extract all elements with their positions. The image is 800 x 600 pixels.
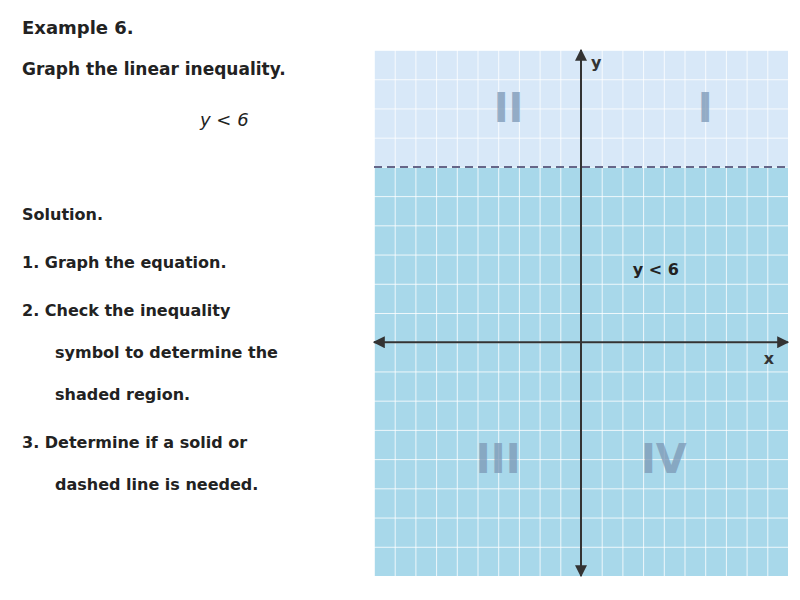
y-grid-line (374, 576, 788, 577)
text-panel: Example 6. Graph the linear inequality. y … (22, 17, 286, 494)
annotation: y < 6 (633, 260, 679, 279)
panel-text: 3. Determine if a solid or (22, 433, 247, 452)
x-grid-line (788, 50, 789, 576)
quadrant-label: IV (641, 436, 687, 482)
areas (374, 50, 788, 576)
y-axis-line (580, 50, 582, 576)
line (374, 166, 788, 168)
quadrant-label: I (698, 85, 713, 131)
x-grid-tick (788, 50, 789, 576)
panel-text: Solution. (22, 205, 103, 224)
quadrant-label: II (494, 85, 524, 131)
annotations: IIIIIIIVy < 6 (476, 85, 713, 482)
x-grid-tick (581, 50, 582, 576)
x-axis-label: x (764, 349, 775, 368)
y-axis (581, 50, 582, 576)
quadrant-label: III (476, 436, 521, 482)
panel-text: 1. Graph the equation. (22, 253, 227, 272)
y-axis-label: y (591, 53, 602, 72)
subtitle: Graph the linear inequality. (22, 59, 286, 79)
panel-text: dashed line is needed. (55, 475, 258, 494)
panel-text: y < 6 (199, 109, 249, 130)
x-grid-line (581, 50, 582, 576)
x-grid (375, 50, 789, 576)
y-grid-tick (374, 576, 788, 577)
lines (374, 166, 788, 167)
panel-text: symbol to determine the (55, 343, 278, 362)
chart: Example 6. Graph the linear inequality. y … (0, 0, 800, 600)
y-grid (374, 51, 788, 577)
panel-text: shaded region. (55, 385, 190, 404)
title: Example 6. (22, 17, 134, 38)
panel-text: 2. Check the inequality (22, 301, 231, 320)
